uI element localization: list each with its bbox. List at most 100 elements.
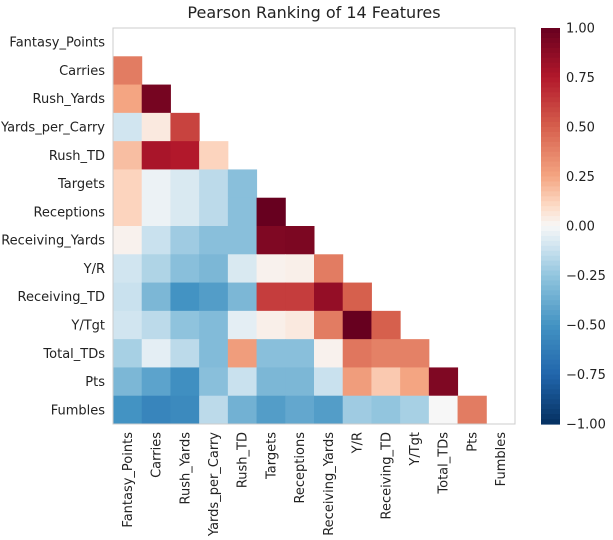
colorbar-segment [541, 141, 560, 148]
heatmap-cell [457, 395, 487, 425]
heatmap-cell [199, 141, 229, 170]
colorbar-segment [541, 329, 560, 336]
colorbar-segment [541, 151, 560, 158]
heatmap-cell [285, 282, 315, 312]
colorbar-segment [541, 354, 560, 361]
y-tick-label: Receptions [33, 205, 105, 220]
y-tick-label: Y/Tgt [70, 319, 105, 334]
heatmap-cell [141, 141, 171, 170]
heatmap-cell [285, 395, 315, 425]
heatmap-cell [227, 169, 258, 199]
colorbar-segment [541, 310, 560, 316]
colorbar-tick-label: 1.00 [566, 22, 595, 37]
x-tick-label: Y/R [351, 432, 366, 454]
colorbar-segment [541, 77, 560, 84]
heatmap-cell [227, 367, 258, 397]
heatmap-cell [113, 169, 143, 199]
heatmap-cell [256, 197, 286, 227]
heatmap-cell [314, 310, 344, 340]
heatmap-cell [227, 339, 258, 368]
heatmap-cell [170, 254, 200, 284]
colorbar-segment [541, 131, 560, 138]
colorbar-segment [541, 389, 560, 395]
colorbar-segment [541, 166, 560, 173]
heatmap-cell [113, 339, 143, 368]
heatmap-cell [256, 395, 286, 425]
heatmap-cell [314, 395, 344, 425]
colorbar-tick-label: −0.75 [566, 368, 606, 383]
colorbar-segment [541, 320, 560, 326]
heatmap-cell [170, 339, 200, 368]
colorbar-segment [541, 295, 560, 301]
heatmap-cell [227, 310, 258, 340]
heatmap-cell [199, 367, 229, 397]
colorbar-segment [541, 67, 560, 74]
heatmap-cell [428, 367, 459, 397]
heatmap-cell [113, 84, 143, 114]
colorbar-segment [541, 275, 560, 282]
heatmap-cell [199, 339, 229, 368]
heatmap-cell [342, 339, 372, 368]
colorbar-segment [541, 334, 560, 341]
colorbar-tick-label: 0.00 [566, 220, 595, 235]
colorbar-segment [541, 28, 560, 34]
x-tick-label: Y/Tgt [408, 432, 423, 467]
heatmap-cell [342, 367, 372, 397]
y-axis-labels: Fantasy_Points Carries Rush_Yards Yards_per… [0, 36, 105, 419]
colorbar-segment [541, 394, 560, 400]
heatmap-cell [314, 339, 344, 368]
heatmap-cell [199, 310, 229, 340]
heatmap-cell [314, 367, 344, 397]
x-tick-label: Receiving_Yards [322, 432, 337, 536]
colorbar-segment [541, 171, 560, 178]
heatmap-cell [113, 254, 143, 284]
colorbar-segment [541, 181, 560, 187]
x-tick-label: Receptions [293, 432, 308, 504]
heatmap-cell [170, 367, 200, 397]
colorbar-segment [541, 146, 560, 153]
heatmap-cell [141, 395, 171, 425]
heatmap-cell [170, 112, 200, 142]
x-tick-label: Rush_Yards [178, 432, 193, 505]
heatmap-cell [371, 367, 401, 397]
heatmap-cell [199, 197, 229, 227]
heatmap-cell [199, 254, 229, 284]
colorbar-segment [541, 122, 560, 128]
x-tick-label: Carries [150, 432, 165, 478]
heatmap-cell [227, 254, 258, 284]
heatmap-cells [113, 56, 487, 425]
heatmap-cell [141, 254, 171, 284]
colorbar-tick-label: 0.25 [566, 170, 595, 185]
chart-title: Pearson Ranking of 14 Features [187, 3, 440, 22]
colorbar-segment [541, 250, 560, 257]
colorbar-segment [541, 127, 560, 133]
y-tick-label: Receiving_TD [18, 290, 105, 305]
colorbar-tick-label: −0.25 [566, 269, 606, 284]
heatmap-cell [285, 339, 315, 368]
colorbar-segment [541, 156, 560, 163]
colorbar-segment [541, 285, 560, 291]
colorbar-segment [541, 186, 560, 192]
y-tick-label: Y/R [83, 262, 105, 277]
heatmap-cell [227, 395, 258, 425]
heatmap-cell [141, 84, 171, 114]
heatmap-cell [199, 282, 229, 312]
colorbar-segment [541, 216, 560, 222]
colorbar-segment [541, 325, 560, 331]
x-tick-label: Rush_TD [236, 432, 251, 488]
colorbar-segment [541, 112, 560, 118]
heatmap-cell [285, 367, 315, 397]
heatmap-cell [256, 310, 286, 340]
colorbar-segment [541, 305, 560, 311]
x-axis-labels: Fantasy_Points Carries Rush_Yards Yards_per… [121, 432, 509, 537]
y-tick-label: Yards_per_Carry [0, 121, 105, 136]
colorbar-segment [541, 344, 560, 351]
x-tick-label: Receiving_TD [379, 432, 394, 519]
colorbar-segment [541, 47, 560, 54]
heatmap-cell [141, 169, 171, 199]
colorbar-segment [541, 206, 560, 212]
heatmap-cell [371, 339, 401, 368]
colorbar-segment [541, 374, 560, 381]
y-tick-label: Fantasy_Points [9, 36, 105, 51]
y-tick-label: Fumbles [51, 403, 106, 418]
